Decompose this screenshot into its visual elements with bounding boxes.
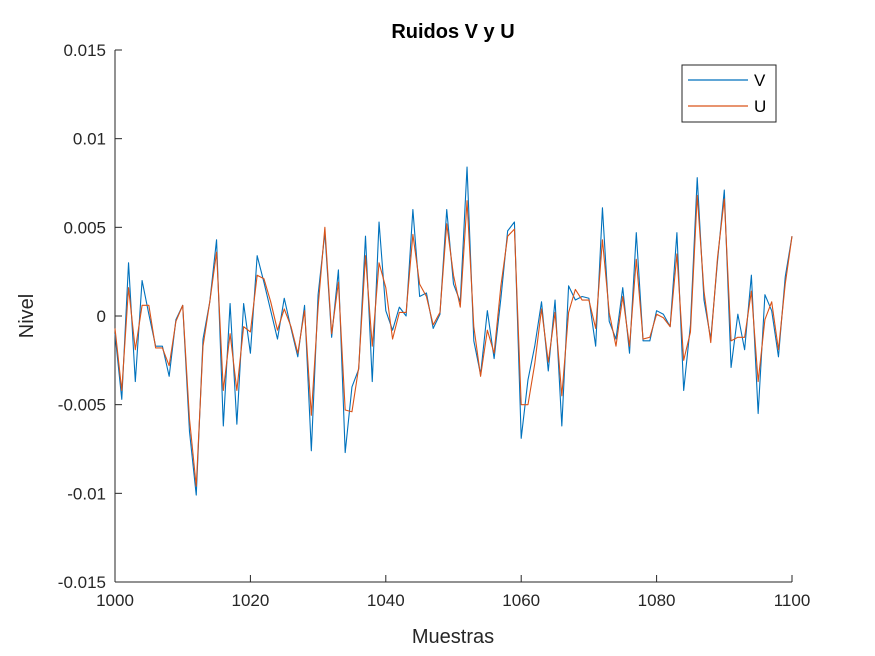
x-tick-label: 1080 <box>638 591 676 610</box>
x-tick-label: 1040 <box>367 591 405 610</box>
x-axis-label: Muestras <box>412 626 494 648</box>
y-tick-label: -0.01 <box>67 484 106 503</box>
x-tick-label: 1060 <box>502 591 540 610</box>
chart-title: Ruidos V y U <box>391 21 514 43</box>
y-tick-label: 0.015 <box>63 41 106 60</box>
y-tick-label: 0 <box>97 307 106 326</box>
y-axis-label: Nivel <box>16 294 38 338</box>
plot-area: 1000 1020 1040 1060 1080 1100 -0.015 -0.01 -0.00… <box>58 41 810 610</box>
legend-label-v: V <box>754 71 766 90</box>
y-tick-label: -0.015 <box>58 573 106 592</box>
x-tick-label: 1100 <box>774 591 811 610</box>
legend-box <box>681 64 777 123</box>
y-tick-label: 0.005 <box>63 218 106 237</box>
legend-label-u: U <box>754 97 766 116</box>
y-tick-label: 0.01 <box>73 130 106 149</box>
series-line-u <box>114 194 793 487</box>
x-tick-label: 1000 <box>96 591 134 610</box>
y-tick-label: -0.005 <box>58 396 106 415</box>
x-tick-label: 1020 <box>231 591 269 610</box>
legend: V U <box>681 64 777 123</box>
